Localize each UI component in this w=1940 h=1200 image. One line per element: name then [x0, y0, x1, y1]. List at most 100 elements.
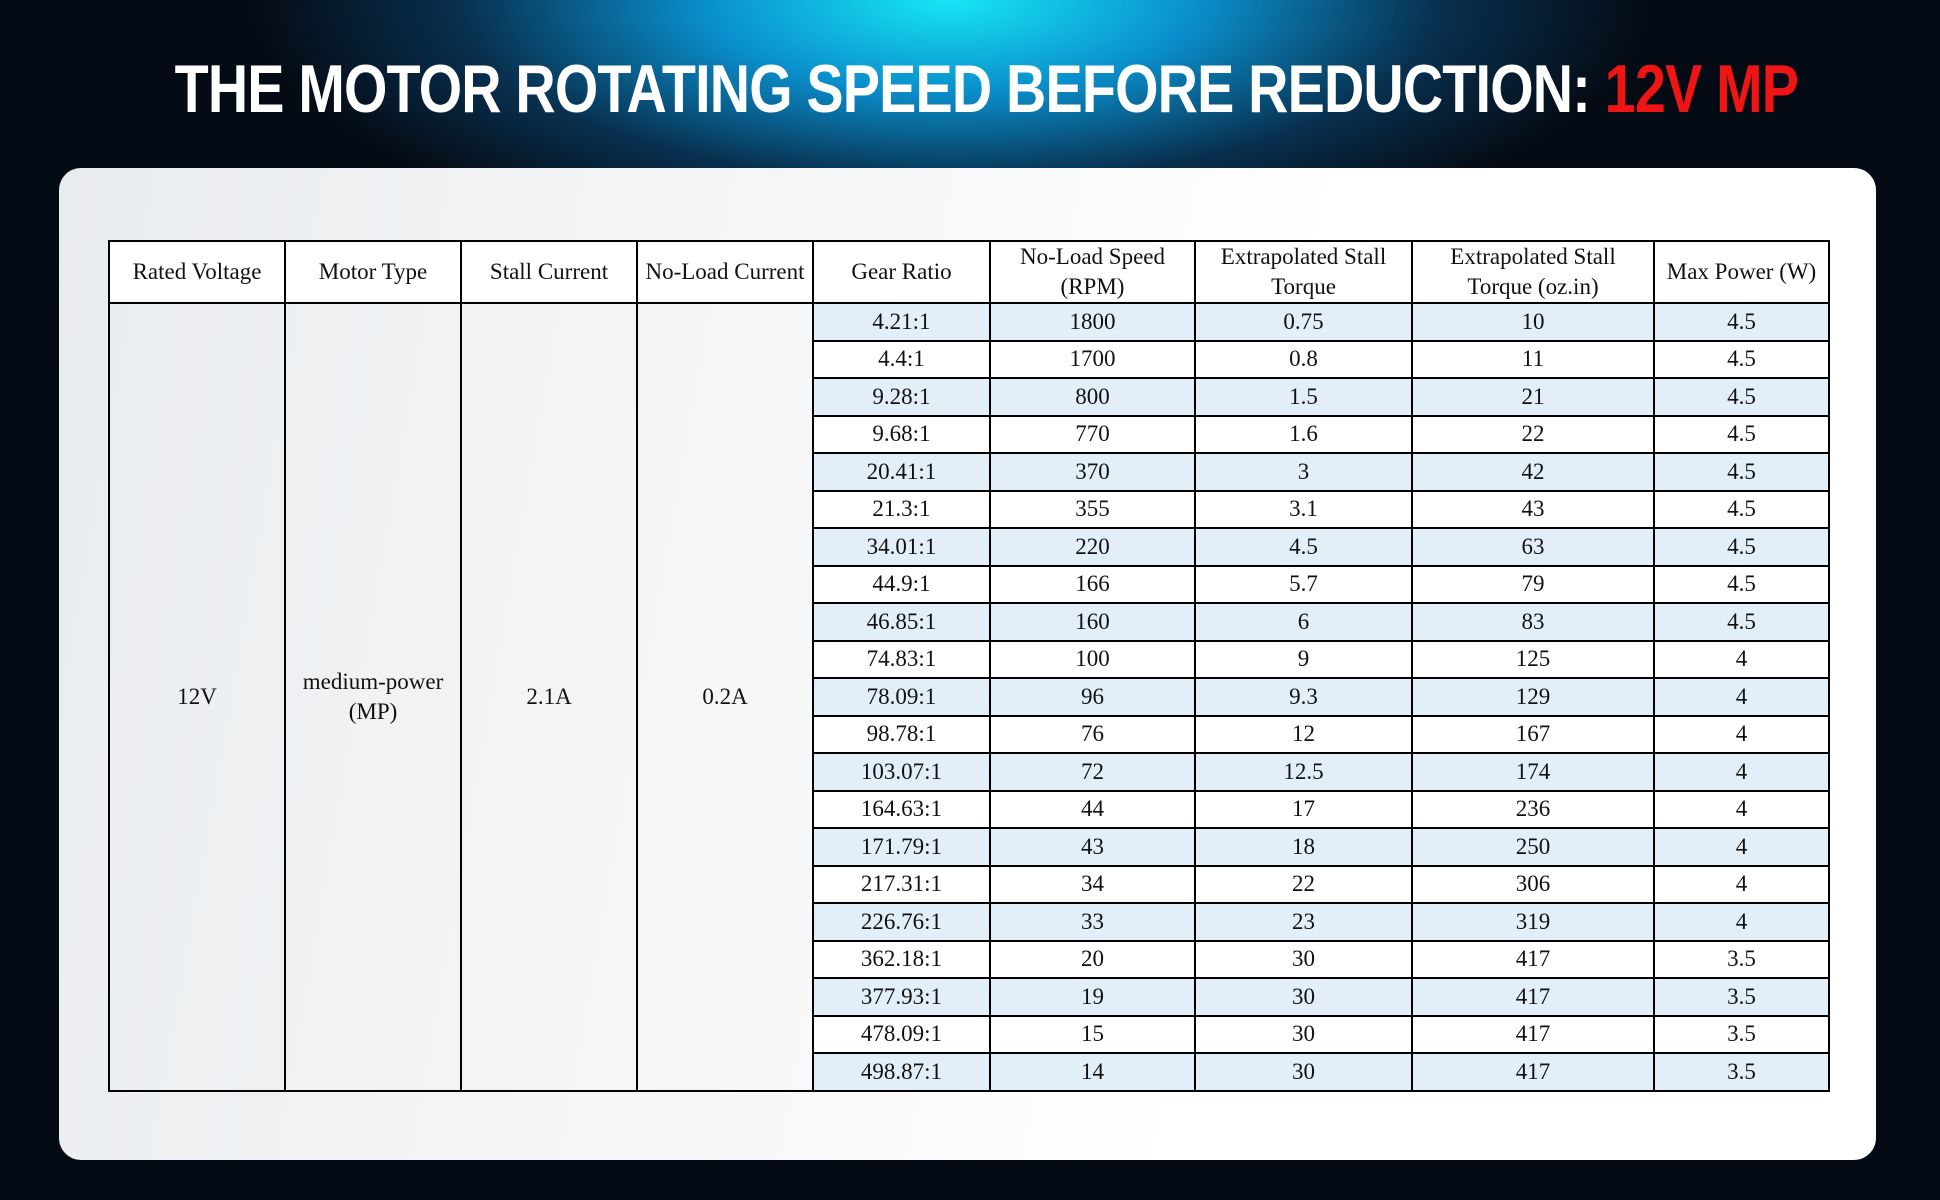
table-row: 226.76:1 33 23 319 4 — [109, 902, 1830, 942]
cell: 4.5 — [1653, 339, 1830, 379]
cell: 160 — [989, 602, 1196, 642]
header-cell: Gear Ratio — [812, 240, 991, 304]
cell: 96 — [989, 677, 1196, 717]
header-cell: Extrapolated Stall Torque (oz.in) — [1411, 240, 1655, 304]
header-cell: Stall Current — [460, 240, 638, 304]
cell: 4.5 — [1653, 302, 1830, 342]
cell: 34 — [989, 864, 1196, 904]
cell: 770 — [989, 414, 1196, 454]
cell: 98.78:1 — [812, 714, 991, 754]
cell: 42 — [1411, 452, 1655, 492]
cell: 0.8 — [1194, 339, 1413, 379]
header-cell: Extrapolated Stall Torque — [1194, 240, 1413, 304]
table-row: 44.9:1 166 5.7 79 4.5 — [109, 564, 1830, 604]
table-row: 217.31:1 34 22 306 4 — [109, 864, 1830, 904]
table-body: 12V medium-power (MP) 2.1A 0.2A 4.21:1 1800 0.… — [108, 302, 1830, 1092]
header-row: Rated Voltage Motor Type Stall Current No-L… — [108, 240, 1830, 304]
cell: 100 — [989, 639, 1196, 679]
cell: 167 — [1411, 714, 1655, 754]
cell: 11 — [1411, 339, 1655, 379]
cell: 21 — [1411, 377, 1655, 417]
cell: 9.28:1 — [812, 377, 991, 417]
merged-cell: 12V — [108, 302, 286, 1092]
cell: 103.07:1 — [812, 752, 991, 792]
cell: 21.3:1 — [812, 489, 991, 529]
cell: 3 — [1194, 452, 1413, 492]
cell: 14 — [989, 1052, 1196, 1092]
cell: 164.63:1 — [812, 789, 991, 829]
table-row: 362.18:1 20 30 417 3.5 — [109, 939, 1830, 979]
cell: 417 — [1411, 1014, 1655, 1054]
title: THE MOTOR ROTATING SPEED BEFORE REDUCTIO… — [174, 50, 1799, 128]
title-text: THE MOTOR ROTATING SPEED BEFORE REDUCTIO… — [174, 51, 1591, 127]
table-row: 21.3:1 355 3.1 43 4.5 — [109, 489, 1830, 529]
cell: 417 — [1411, 939, 1655, 979]
cell: 9 — [1194, 639, 1413, 679]
table-row: 9.28:1 800 1.5 21 4.5 — [109, 377, 1830, 417]
cell: 236 — [1411, 789, 1655, 829]
cell: 76 — [989, 714, 1196, 754]
cell: 370 — [989, 452, 1196, 492]
spec-table: Rated Voltage Motor Type Stall Current No-L… — [108, 240, 1830, 1092]
header-cell: No-Load Speed (RPM) — [989, 240, 1196, 304]
merged-cell: 2.1A — [460, 302, 638, 1092]
cell: 4 — [1653, 639, 1830, 679]
cell: 1.6 — [1194, 414, 1413, 454]
cell: 417 — [1411, 977, 1655, 1017]
cell: 78.09:1 — [812, 677, 991, 717]
cell: 1700 — [989, 339, 1196, 379]
cell: 5.7 — [1194, 564, 1413, 604]
cell: 355 — [989, 489, 1196, 529]
cell: 74.83:1 — [812, 639, 991, 679]
cell: 9.3 — [1194, 677, 1413, 717]
cell: 171.79:1 — [812, 827, 991, 867]
table-row: 498.87:1 14 30 417 3.5 — [109, 1052, 1830, 1092]
cell: 10 — [1411, 302, 1655, 342]
cell: 30 — [1194, 1014, 1413, 1054]
cell: 4 — [1653, 752, 1830, 792]
cell: 4.5 — [1653, 489, 1830, 529]
cell: 44.9:1 — [812, 564, 991, 604]
cell: 20.41:1 — [812, 452, 991, 492]
table-row: 20.41:1 370 3 42 4.5 — [109, 452, 1830, 492]
table-row: 12V medium-power (MP) 2.1A 0.2A 4.21:1 1800 0.… — [108, 302, 1830, 1092]
cell: 498.87:1 — [812, 1052, 991, 1092]
table-row: 103.07:1 72 12.5 174 4 — [109, 752, 1830, 792]
cell: 22 — [1194, 864, 1413, 904]
cell: 83 — [1411, 602, 1655, 642]
cell: 4.21:1 — [812, 302, 991, 342]
cell: 4 — [1653, 864, 1830, 904]
cell: 129 — [1411, 677, 1655, 717]
cell: 226.76:1 — [812, 902, 991, 942]
cell: 72 — [989, 752, 1196, 792]
cell: 18 — [1194, 827, 1413, 867]
table-row: 377.93:1 19 30 417 3.5 — [109, 977, 1830, 1017]
table-row: 74.83:1 100 9 125 4 — [109, 639, 1830, 679]
cell: 1.5 — [1194, 377, 1413, 417]
cell: 4.5 — [1653, 564, 1830, 604]
merged-cell: 0.2A — [636, 302, 814, 1092]
cell: 22 — [1411, 414, 1655, 454]
cell: 43 — [1411, 489, 1655, 529]
cell: 43 — [989, 827, 1196, 867]
cell: 3.5 — [1653, 977, 1830, 1017]
cell: 30 — [1194, 939, 1413, 979]
cell: 3.5 — [1653, 1052, 1830, 1092]
cell: 800 — [989, 377, 1196, 417]
cell: 250 — [1411, 827, 1655, 867]
header-cell: Motor Type — [284, 240, 462, 304]
cell: 9.68:1 — [812, 414, 991, 454]
cell: 0.75 — [1194, 302, 1413, 342]
table-row: 98.78:1 76 12 167 4 — [109, 714, 1830, 754]
header-cell: Rated Voltage — [108, 240, 286, 304]
cell: 63 — [1411, 527, 1655, 567]
title-highlight: 12V MP — [1604, 51, 1799, 127]
cell: 4.5 — [1653, 414, 1830, 454]
cell: 4 — [1653, 827, 1830, 867]
cell: 19 — [989, 977, 1196, 1017]
cell: 33 — [989, 902, 1196, 942]
header-cell: Max Power (W) — [1653, 240, 1830, 304]
cell: 30 — [1194, 1052, 1413, 1092]
header-cell: No-Load Current — [636, 240, 814, 304]
cell: 4 — [1653, 902, 1830, 942]
